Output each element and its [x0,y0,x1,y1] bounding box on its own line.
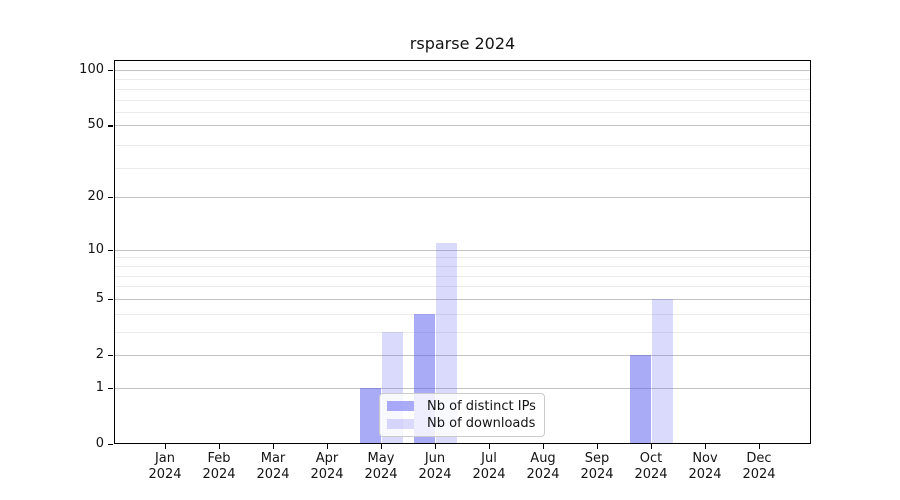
minor-gridline [114,145,811,147]
x-tick-label: Jan 2024 [148,451,182,482]
x-tick-label: Dec 2024 [742,451,776,482]
x-tick-label: Apr 2024 [310,451,344,482]
x-tick-mark [543,444,545,449]
y-tick-mark [108,249,113,251]
minor-gridline [114,257,811,259]
major-gridline [114,197,811,199]
minor-gridline [114,313,811,315]
major-gridline [114,298,811,300]
x-tick-label: Sep 2024 [580,451,614,482]
y-tick-mark [108,355,113,357]
y-tick-label: 2 [95,347,104,362]
x-tick-mark [435,444,437,449]
major-gridline [114,249,811,251]
y-tick-label: 10 [87,241,104,257]
x-tick-label: May 2024 [364,451,398,482]
legend: Nb of distinct IPs Nb of downloads [379,393,545,437]
minor-gridline [114,331,811,333]
minor-gridline [114,265,811,267]
y-tick-mark [108,444,113,446]
x-tick-label: Oct 2024 [634,451,668,482]
y-tick-mark [108,70,113,72]
x-tick-label: Jul 2024 [472,451,506,482]
x-tick-mark [759,444,761,449]
y-tick-mark [108,125,113,127]
major-gridline [114,355,811,356]
minor-gridline [114,88,811,90]
y-tick-label: 100 [79,62,104,77]
legend-label-downloads: Nb of downloads [427,416,536,432]
x-tick-mark [327,444,329,449]
y-tick-label: 0 [95,436,104,451]
minor-gridline [114,275,811,277]
minor-gridline [114,112,811,114]
x-tick-label: Feb 2024 [202,451,236,482]
legend-swatch-downloads [387,418,414,429]
x-tick-mark [219,444,221,449]
legend-label-distinct-ips: Nb of distinct IPs [427,398,536,414]
legend-item-downloads: Nb of downloads [387,416,537,431]
y-tick-label: 1 [95,379,104,395]
major-gridline [114,125,811,127]
legend-item-distinct-ips: Nb of distinct IPs [387,399,537,414]
y-tick-mark [108,197,113,199]
bar-nb-of-downloads-9 [651,298,673,444]
x-tick-mark [651,444,653,449]
x-tick-label: Mar 2024 [256,451,290,482]
bar-nb-of-distinct-ips-4 [359,387,381,444]
x-tick-mark [273,444,275,449]
major-gridline [114,387,811,389]
y-tick-mark [108,298,113,300]
y-tick-label: 5 [95,290,104,306]
y-tick-mark [108,387,113,389]
minor-gridline [114,168,811,170]
x-tick-label: Jun 2024 [418,451,452,482]
x-tick-label: Aug 2024 [526,451,560,482]
minor-gridline [114,286,811,288]
x-tick-mark [165,444,167,449]
x-tick-mark [381,444,383,449]
y-tick-label: 20 [87,189,104,205]
x-tick-label: Nov 2024 [688,451,722,482]
chart-title: rsparse 2024 [409,34,516,53]
x-tick-mark [597,444,599,449]
x-tick-mark [705,444,707,449]
y-tick-label: 50 [87,117,104,133]
x-tick-mark [489,444,491,449]
bar-nb-of-distinct-ips-9 [629,355,651,444]
major-gridline [114,70,811,71]
legend-swatch-distinct-ips [387,401,414,412]
minor-gridline [114,99,811,101]
minor-gridline [114,79,811,81]
